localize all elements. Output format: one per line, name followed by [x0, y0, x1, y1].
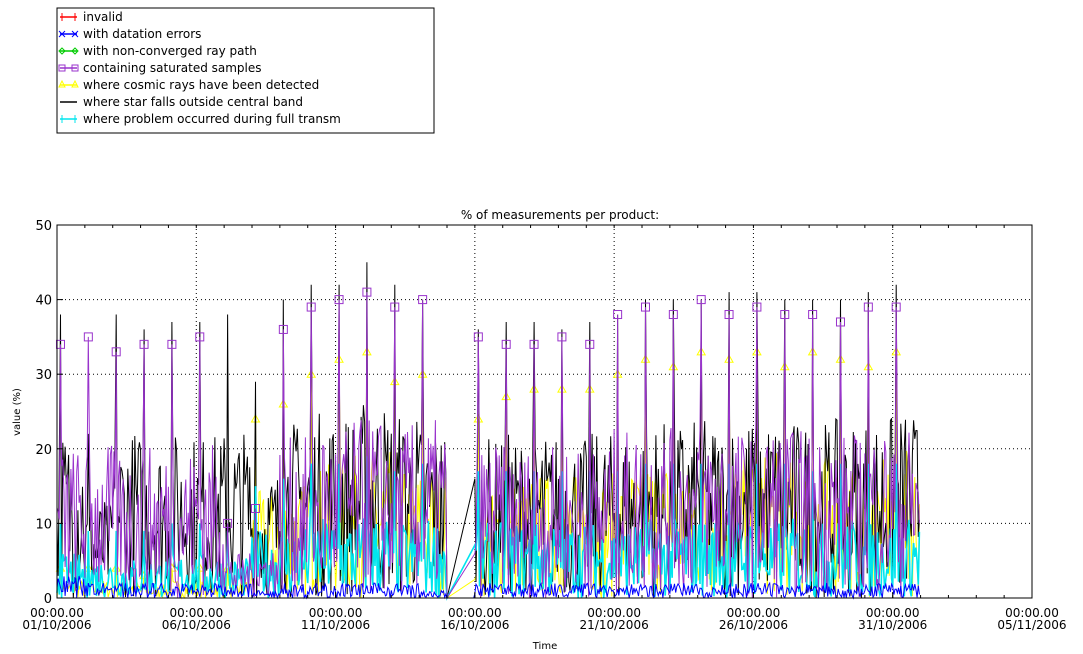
series-line: [56, 292, 920, 600]
x-tick-time: 00:00.00: [1005, 606, 1059, 620]
legend-label: with non-converged ray path: [83, 44, 257, 58]
x-tick-date: 31/10/2006: [858, 618, 927, 632]
y-tick-label: 30: [35, 368, 52, 383]
data-point: [111, 563, 122, 572]
data-point: [390, 302, 400, 312]
data-point: [696, 295, 706, 305]
x-axis: 00:00.0001/10/200600:00.0006/10/200600:0…: [22, 225, 1067, 632]
data-point: [306, 302, 316, 312]
x-tick-date: 05/11/2006: [997, 618, 1066, 632]
y-tick-label: 50: [35, 219, 52, 234]
series-line: [56, 575, 920, 600]
legend-marker: [58, 64, 66, 72]
data-point: [418, 295, 428, 305]
series-line: [56, 456, 921, 601]
x-tick-date: 11/10/2006: [301, 618, 370, 632]
y-axis-label: value (%): [12, 388, 23, 436]
data-point: [223, 518, 233, 528]
data-point: [195, 332, 205, 342]
legend-marker: [71, 64, 79, 72]
x-tick-date: 21/10/2006: [580, 618, 649, 632]
data-point: [362, 287, 372, 297]
data-point: [278, 324, 288, 334]
data-point: [167, 339, 177, 349]
data-point: [139, 339, 149, 349]
legend-item: where cosmic rays have been detected: [58, 78, 319, 92]
x-tick-time: 00:00.00: [587, 606, 641, 620]
legend-item: invalid: [60, 10, 123, 24]
legend: invalid with datation errors with non-conv…: [56, 7, 435, 134]
data-point: [334, 295, 344, 305]
legend-marker: [58, 30, 66, 38]
data-point: [780, 310, 790, 320]
y-tick-label: 10: [35, 517, 52, 532]
x-tick-date: 26/10/2006: [719, 618, 788, 632]
data-point: [613, 310, 623, 320]
y-axis: 0 10 20 30 40 50: [35, 219, 63, 607]
data-point: [111, 347, 121, 357]
legend-marker: [71, 79, 79, 88]
data-point: [83, 332, 93, 342]
y-tick-label: 20: [35, 443, 52, 458]
x-tick-date: 01/10/2006: [22, 618, 91, 632]
data-point: [55, 339, 65, 349]
data-point: [501, 339, 511, 349]
x-tick-time: 00:00.00: [169, 606, 223, 620]
legend-label: where cosmic rays have been detected: [83, 78, 319, 92]
legend-marker: [58, 79, 66, 88]
plot-frame: [56, 224, 1033, 599]
legend-marker: [71, 30, 79, 38]
data-point: [752, 302, 762, 312]
x-axis-label: Time: [532, 641, 557, 652]
data-point: [473, 332, 483, 342]
series-3: [55, 287, 920, 600]
x-tick-time: 00:00.00: [309, 606, 363, 620]
legend-label: with datation errors: [83, 27, 201, 41]
legend-item: where star falls outside central band: [60, 95, 303, 109]
data-point: [640, 302, 650, 312]
legend-label: containing saturated samples: [83, 61, 262, 75]
legend-item: where problem occurred during full trans…: [60, 112, 341, 126]
data-point: [863, 302, 873, 312]
data-point: [473, 413, 484, 423]
x-tick-time: 00:00.00: [727, 606, 781, 620]
legend-item: with datation errors: [58, 27, 201, 41]
data-point: [585, 339, 595, 349]
series-line: [56, 351, 920, 600]
x-tick-time: 00:00.00: [30, 606, 84, 620]
legend-label: where star falls outside central band: [83, 95, 303, 109]
x-tick-time: 00:00.00: [448, 606, 502, 620]
series-1: [56, 575, 920, 600]
legend-item: with non-converged ray path: [58, 44, 257, 58]
data-point: [306, 369, 317, 378]
legend-item: containing saturated samples: [58, 61, 262, 75]
data-point: [529, 339, 539, 349]
data-point: [808, 310, 818, 320]
data-point: [250, 503, 260, 513]
legend-label: invalid: [83, 10, 123, 24]
x-tick-date: 16/10/2006: [440, 618, 509, 632]
y-tick-label: 0: [44, 592, 52, 607]
data-point: [724, 310, 734, 320]
chart-title: % of measurements per product:: [461, 208, 659, 222]
data-point: [891, 302, 901, 312]
data-point: [835, 317, 845, 327]
legend-label: where problem occurred during full trans…: [83, 112, 341, 126]
x-tick-date: 06/10/2006: [162, 618, 231, 632]
plot-data: [55, 262, 921, 601]
data-point: [194, 563, 205, 572]
data-point: [668, 310, 678, 320]
x-tick-time: 00:00.00: [866, 606, 920, 620]
legend-frame: [56, 7, 435, 134]
y-tick-label: 40: [35, 294, 52, 309]
series-6: [56, 456, 921, 601]
legend-marker: [58, 47, 66, 55]
legend-marker: [71, 47, 79, 55]
data-point: [557, 332, 567, 342]
